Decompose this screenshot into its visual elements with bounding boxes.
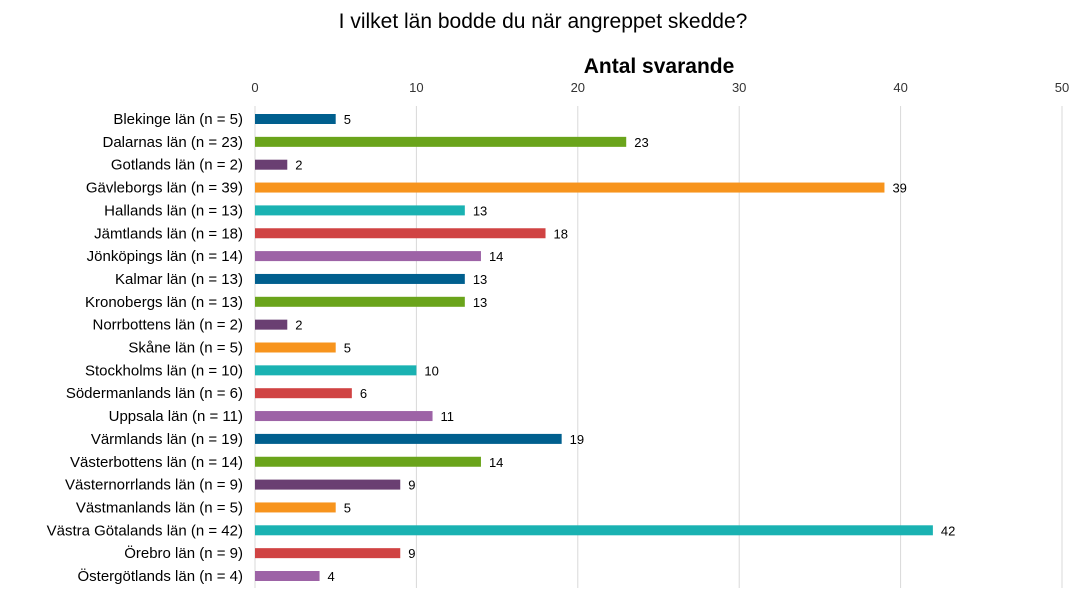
data-label: 4	[328, 569, 335, 584]
category-label: Norrbottens län (n = 2)	[93, 317, 244, 334]
category-label: Kalmar län (n = 13)	[115, 271, 243, 288]
category-label: Värmlands län (n = 19)	[91, 431, 243, 448]
category-label: Stockholms län (n = 10)	[85, 362, 243, 379]
data-label: 11	[441, 409, 455, 424]
data-label: 5	[344, 112, 351, 127]
category-label: Västernorrlands län (n = 9)	[65, 477, 243, 494]
data-label: 42	[941, 523, 955, 538]
bar	[255, 274, 465, 284]
category-label: Skåne län (n = 5)	[128, 340, 243, 357]
bar	[255, 320, 287, 330]
gridlines	[255, 106, 1062, 588]
category-label: Kronobergs län (n = 13)	[85, 294, 243, 311]
data-label: 39	[892, 181, 906, 196]
bar	[255, 548, 400, 558]
data-label: 19	[570, 432, 584, 447]
bar	[255, 457, 481, 467]
bar	[255, 137, 626, 147]
bars	[255, 114, 933, 581]
data-label: 13	[473, 295, 487, 310]
data-label: 6	[360, 386, 367, 401]
x-tick-label-3: 30	[732, 80, 746, 95]
bar	[255, 571, 320, 581]
x-tick-label-2: 20	[571, 80, 585, 95]
chart-title: I vilket län bodde du när angreppet sked…	[339, 10, 748, 33]
x-tick-label-5: 50	[1055, 80, 1069, 95]
axis-title: Antal svarande	[584, 55, 735, 78]
category-labels: Blekinge län (n = 5) Dalarnas län (n = 23…	[47, 111, 243, 585]
data-label: 9	[408, 478, 415, 493]
bar	[255, 251, 481, 261]
bar	[255, 114, 336, 124]
bar	[255, 365, 416, 375]
x-tick-label-1: 10	[409, 80, 423, 95]
data-label: 13	[473, 272, 487, 287]
bar	[255, 388, 352, 398]
data-label: 14	[489, 455, 503, 470]
category-label: Hallands län (n = 13)	[104, 202, 243, 219]
data-label: 9	[408, 546, 415, 561]
bar	[255, 480, 400, 490]
category-label: Blekinge län (n = 5)	[113, 111, 243, 128]
category-label: Västerbottens län (n = 14)	[70, 454, 243, 471]
data-label: 10	[424, 363, 438, 378]
category-label: Örebro län (n = 9)	[124, 544, 243, 562]
bar	[255, 434, 562, 444]
data-label: 2	[295, 158, 302, 173]
x-tick-label-4: 40	[893, 80, 907, 95]
bar	[255, 343, 336, 353]
bar	[255, 160, 287, 170]
data-label: 14	[489, 249, 503, 264]
x-axis-ticks: 0 10 20 30 40 50	[251, 80, 1069, 95]
category-label: Gävleborgs län (n = 39)	[86, 180, 243, 197]
category-label: Östergötlands län (n = 4)	[77, 567, 243, 585]
data-label: 13	[473, 203, 487, 218]
data-label: 5	[344, 341, 351, 356]
bar	[255, 228, 546, 238]
x-tick-label-0: 0	[251, 80, 258, 95]
category-label: Uppsala län (n = 11)	[109, 408, 243, 425]
data-label: 5	[344, 500, 351, 515]
bar	[255, 411, 433, 421]
category-label: Västmanlands län (n = 5)	[76, 499, 243, 516]
data-label: 18	[554, 226, 568, 241]
bar	[255, 297, 465, 307]
data-label: 2	[295, 318, 302, 333]
category-label: Jönköpings län (n = 14)	[87, 248, 243, 265]
data-label: 23	[634, 135, 648, 150]
category-label: Jämtlands län (n = 18)	[94, 225, 243, 242]
category-label: Södermanlands län (n = 6)	[66, 385, 243, 402]
category-label: Västra Götalands län (n = 42)	[47, 522, 243, 539]
bar	[255, 525, 933, 535]
bar	[255, 205, 465, 215]
bar	[255, 183, 884, 193]
category-label: Dalarnas län (n = 23)	[103, 134, 244, 151]
bar	[255, 502, 336, 512]
category-label: Gotlands län (n = 2)	[111, 157, 243, 174]
